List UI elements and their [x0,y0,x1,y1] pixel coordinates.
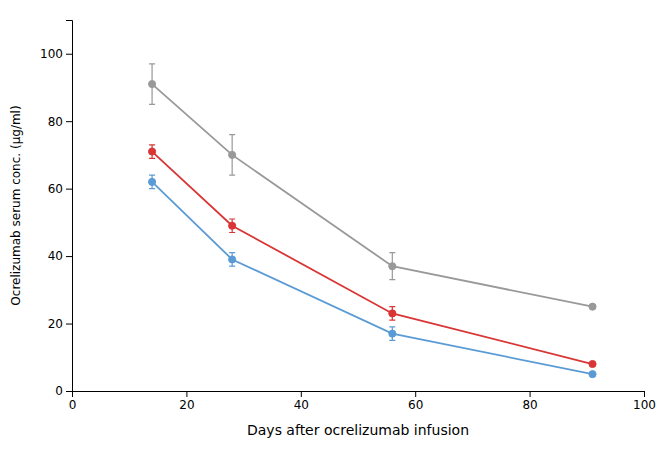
error-bar [229,135,235,175]
y-axis-tick-label: 80 [48,115,63,129]
error-bar [229,253,235,266]
y-axis-tick: 40 [48,249,72,263]
error-bar [389,307,395,320]
error-bar [229,219,235,232]
marker [149,148,156,155]
x-axis-title: Days after ocrelizumab infusion [247,422,469,438]
y-axis-tick: 0 [55,384,72,398]
y-axis-tick-label: 40 [48,249,63,263]
x-axis-tick: 80 [522,391,537,412]
y-axis-tick-label: 100 [40,47,63,61]
error-bar [149,64,155,104]
series [149,64,597,310]
x-axis-tick-label: 40 [294,398,309,412]
y-axis-tick-mark [66,256,72,257]
y-axis-tick: 20 [48,317,72,331]
y-axis-tick-mark [66,121,72,122]
x-axis-tick: 0 [69,391,77,412]
y-axis-tick: 80 [48,115,72,129]
error-bar [389,327,395,340]
y-axis: 0 20 40 60 80 100 [40,21,72,399]
y-axis-tick-mark [66,54,72,55]
error-bar [389,253,395,280]
x-axis-tick: 20 [179,391,194,412]
y-axis-tick-label: 60 [48,182,63,196]
line [152,182,592,374]
marker [589,360,596,367]
y-axis-tick-mark [66,324,72,325]
series [149,145,597,368]
x-axis-tick-label: 100 [633,398,656,412]
x-axis-line [73,392,645,398]
x-axis-tick-label: 80 [522,398,537,412]
series [149,175,597,378]
x-axis-tick-mark [644,391,645,397]
y-axis-tick-mark [66,391,72,392]
marker [589,303,596,310]
chart: 0 20 40 60 80 100 0 20 40 60 80 100 Days after ocrel… [0,0,669,449]
marker [229,222,236,229]
marker [389,310,396,317]
x-axis-tick-mark [301,391,302,397]
y-axis-line [66,21,73,392]
x-axis-tick-label: 60 [408,398,423,412]
marker [229,151,236,158]
error-bar [149,145,155,158]
x-axis-tick-mark [530,391,531,397]
plot: 0 20 40 60 80 100 0 20 40 60 80 100 [40,21,656,412]
y-axis-tick-label: 0 [55,384,63,398]
y-axis-title: Ocrelizumab serum conc. (μg/ml) [9,105,23,305]
x-axis-tick: 40 [294,391,309,412]
x-axis: 0 20 40 60 80 100 [69,391,656,412]
y-axis-tick: 100 [40,47,72,61]
x-axis-tick: 60 [408,391,423,412]
marker [589,371,596,378]
x-axis-tick-mark [415,391,416,397]
marker [389,263,396,270]
y-axis-tick-mark [66,189,72,190]
marker [149,81,156,88]
error-bar [149,175,155,188]
x-axis-tick-mark [186,391,187,397]
marker [149,178,156,185]
marker [389,330,396,337]
line [152,152,592,364]
marks [149,64,597,378]
x-axis-tick-label: 20 [179,398,194,412]
line [152,84,592,307]
x-axis-tick: 100 [633,391,656,412]
x-axis-tick-label: 0 [69,398,77,412]
y-axis-tick: 60 [48,182,72,196]
y-axis-tick-label: 20 [48,317,63,331]
marker [229,256,236,263]
